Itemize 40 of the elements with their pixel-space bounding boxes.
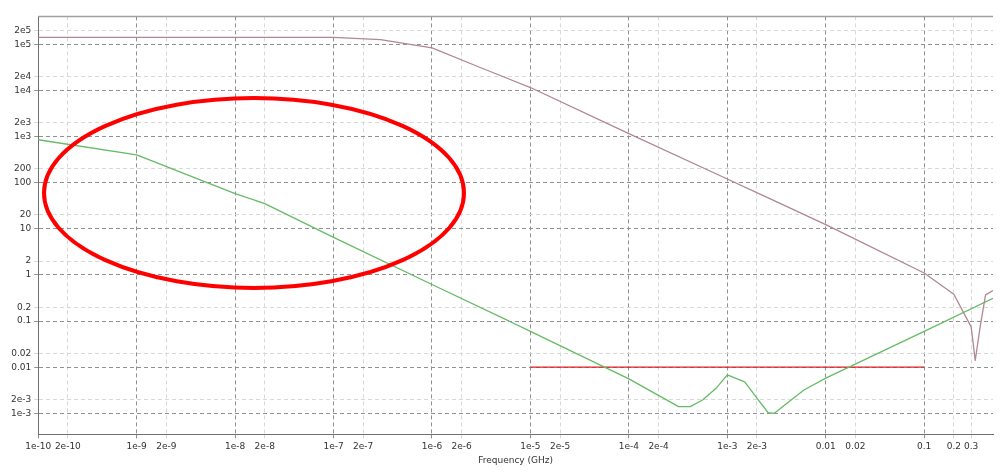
x-tick-label: 1e-7 [323,441,344,452]
x-tick-label: 2e-8 [254,441,276,452]
x-tick-label: 0.1 [917,441,932,452]
x-tick-label: 1e-5 [520,441,541,452]
x-tick-label: 2e-7 [353,441,374,452]
y-tick-label: 2 [25,255,32,266]
y-tick-label: 100 [14,176,32,187]
y-tick-label: 0.01 [11,361,32,372]
x-tick-label: 1e-4 [618,441,640,452]
x-tick-label: 0.02 [845,441,866,452]
x-axis-title: Frequency (GHz) [478,454,554,465]
y-tick-label: 2e5 [14,24,32,35]
y-tick-label: 10 [19,223,32,234]
x-tick-label: 0.01 [815,441,836,452]
x-tick-label: 1e-3 [717,441,738,452]
x-tick-label: 2e-4 [648,441,669,452]
y-tick-label: 0.1 [16,315,32,326]
y-tick-label: 2e4 [14,70,32,81]
y-tick-label: 20 [19,209,32,220]
y-tick-label: 2e-3 [10,393,32,404]
y-tick-label: 0.02 [11,347,32,358]
y-tick-label: 1 [25,269,32,280]
y-tick-label: 1e5 [14,38,32,49]
x-tick-label: 2e-6 [451,441,473,452]
y-tick-label: 200 [14,163,32,174]
y-tick-label: 1e-3 [10,407,32,418]
y-tick-label: 0.2 [16,301,32,312]
x-tick-label: 0.3 [964,441,979,452]
y-tick-label: 1e4 [14,84,32,95]
x-tick-label: 2e-9 [156,441,177,452]
y-tick-label: 2e3 [14,116,32,127]
x-tick-label: 2e-5 [549,441,571,452]
x-tick-label: 1e-9 [126,441,148,452]
x-tick-label: 2e-10 [54,441,82,452]
x-tick-label: 1e-10 [25,441,52,452]
x-tick-label: 1e-8 [224,441,246,452]
x-tick-label: 2e-3 [746,441,768,452]
y-tick-label: 1e3 [14,130,32,141]
x-tick-label: 1e-6 [421,441,443,452]
x-tick-label: 0.2 [946,441,961,452]
